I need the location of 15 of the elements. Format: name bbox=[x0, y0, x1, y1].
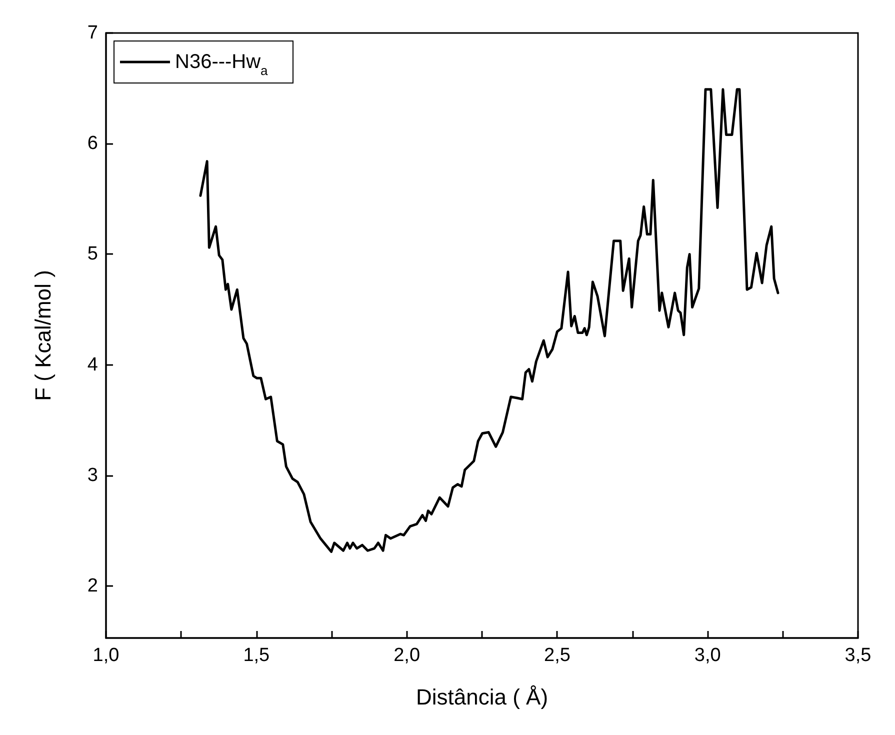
y-tick-label: 5 bbox=[87, 244, 98, 265]
y-tick-label: 2 bbox=[87, 576, 98, 597]
x-tick-label: 3,5 bbox=[844, 645, 872, 666]
x-axis-title: Distância ( Å) bbox=[416, 684, 548, 710]
line-series bbox=[199, 88, 780, 553]
x-tick-label: 2,5 bbox=[544, 645, 570, 666]
y-axis-title: F ( Kcal/mol ) bbox=[30, 270, 56, 401]
y-tick-label: 3 bbox=[87, 464, 98, 486]
x-tick-label: 1,0 bbox=[92, 645, 120, 666]
y-tick-label: 7 bbox=[87, 22, 98, 44]
x-tick-label: 3,0 bbox=[694, 645, 721, 666]
y-tick-label: 4 bbox=[87, 354, 98, 376]
y-tick-label: 6 bbox=[87, 133, 98, 154]
x-tick-label: 2,0 bbox=[394, 645, 420, 666]
x-tick-label: 1,5 bbox=[243, 645, 270, 666]
